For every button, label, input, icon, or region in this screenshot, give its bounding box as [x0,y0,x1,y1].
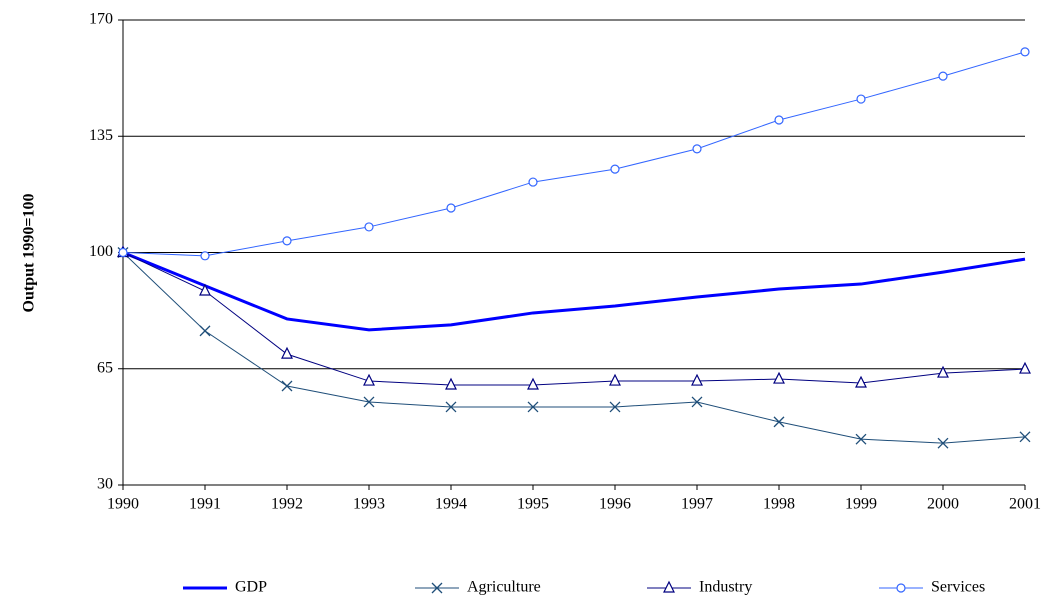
y-tick-label: 30 [97,476,113,493]
x-tick-label: 1995 [517,496,549,513]
marker [446,203,456,213]
x-tick-label: 1998 [763,496,795,513]
marker [692,144,702,154]
y-tick-label: 170 [89,11,113,28]
x-tick-label: 2000 [927,496,959,513]
marker [773,371,785,384]
marker [527,377,539,390]
marker [691,396,703,408]
marker [199,283,211,296]
marker [364,222,374,232]
marker [610,164,620,174]
marker [937,437,949,449]
x-tick-label: 1993 [353,496,385,513]
series-line [122,252,1026,386]
marker [528,177,538,187]
marker [199,325,211,337]
series-line [122,51,1026,257]
marker [773,416,785,428]
y-tick-label: 100 [89,243,113,260]
y-tick-label: 135 [89,127,113,144]
marker [363,396,375,408]
legend-label: GDP [235,579,267,596]
marker [431,582,443,594]
x-tick-label: 1992 [271,496,303,513]
x-tick-label: 1994 [435,496,467,513]
marker [937,365,949,378]
marker [281,380,293,392]
x-tick-label: 1991 [189,496,221,513]
series-line [122,252,1026,444]
y-axis-label: Output 1990=100 [21,194,38,313]
marker [1019,431,1031,443]
marker [281,346,293,359]
x-tick-label: 1996 [599,496,631,513]
legend-label: Services [931,579,985,596]
x-tick-label: 1990 [107,496,139,513]
marker [445,377,457,390]
marker [527,401,539,413]
marker [363,373,375,386]
marker [938,71,948,81]
legend-label: Industry [699,579,752,596]
marker [200,251,210,261]
marker [609,373,621,386]
marker [896,583,906,593]
y-tick-label: 65 [97,359,113,376]
marker [855,433,867,445]
marker [1020,47,1030,57]
x-tick-label: 1999 [845,496,877,513]
marker [118,247,128,258]
marker [855,375,867,388]
marker [691,373,703,386]
series-line [122,251,1026,332]
legend-label: Agriculture [467,579,541,596]
marker [856,94,866,104]
marker [282,236,292,246]
marker [774,115,784,125]
x-tick-label: 2001 [1009,496,1041,513]
marker [1019,361,1031,374]
marker [445,401,457,413]
marker [609,401,621,413]
marker [663,580,675,593]
x-tick-label: 1997 [681,496,713,513]
